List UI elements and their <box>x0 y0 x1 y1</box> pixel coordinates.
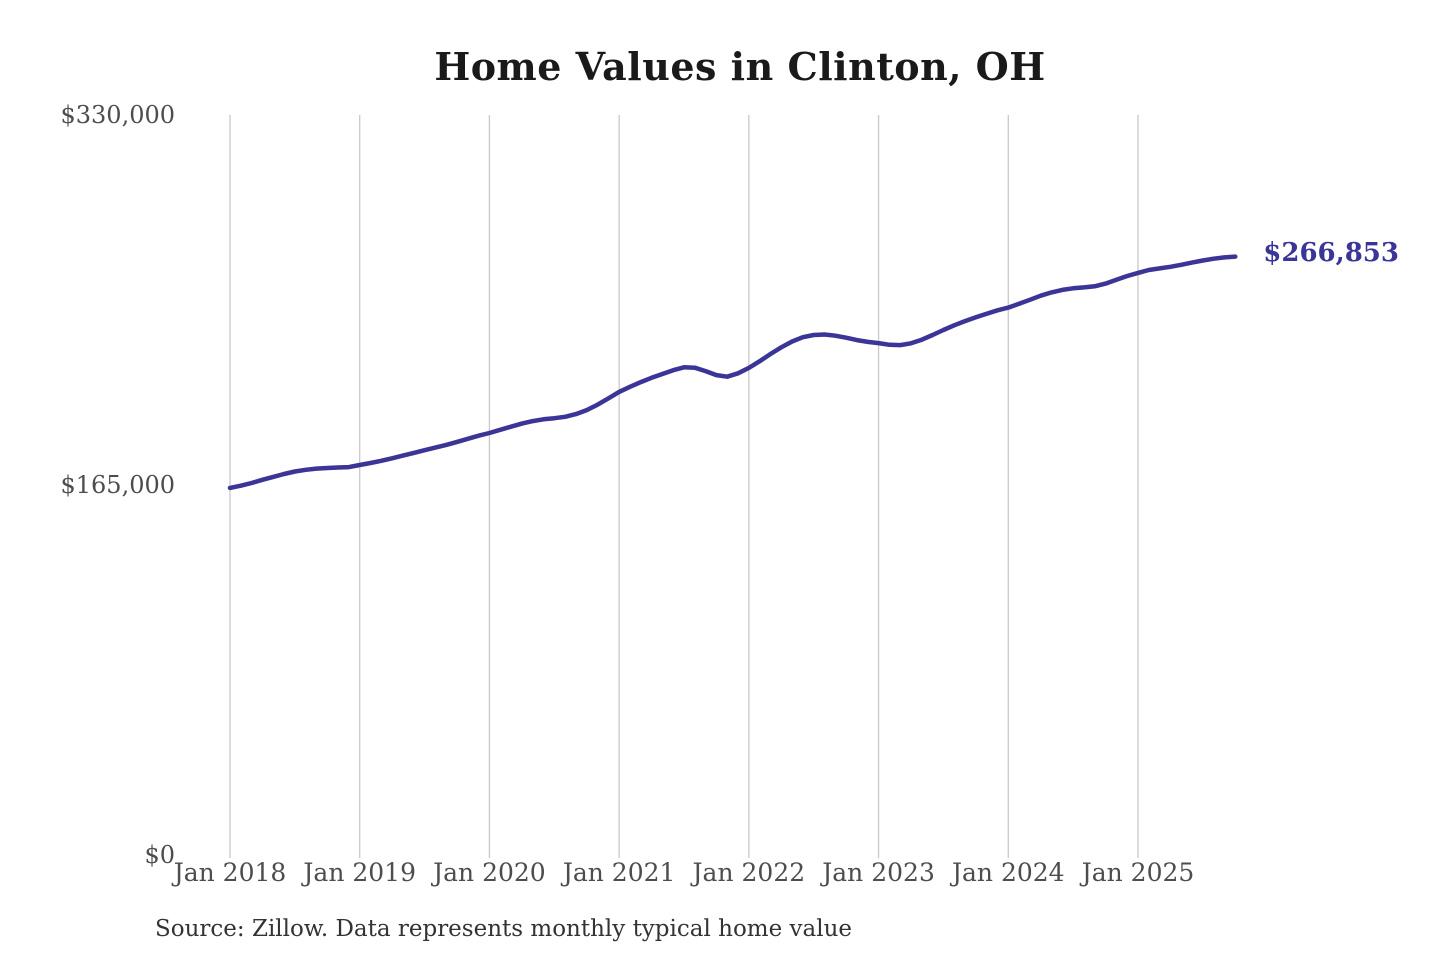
x-axis-tick-label: Jan 2025 <box>1081 858 1195 887</box>
chart-title: Home Values in Clinton, OH <box>434 44 1046 89</box>
x-axis-tick-label: Jan 2023 <box>822 858 935 887</box>
x-axis-tick-label: Jan 2020 <box>433 858 546 887</box>
y-axis-tick-label: $0 <box>144 841 175 869</box>
latest-value-label: $266,853 <box>1263 237 1399 268</box>
x-axis-tick-label: Jan 2019 <box>303 858 416 887</box>
y-axis-tick-label: $330,000 <box>60 101 175 129</box>
y-axis-tick-label: $165,000 <box>60 471 175 499</box>
x-axis-tick-label: Jan 2018 <box>173 858 287 887</box>
x-axis-tick-label: Jan 2021 <box>562 858 676 887</box>
x-axis-tick-label: Jan 2022 <box>692 858 806 887</box>
x-axis-tick-label: Jan 2024 <box>951 858 1065 887</box>
home-value-line <box>227 254 1238 491</box>
source-note: Source: Zillow. Data represents monthly … <box>155 916 853 942</box>
